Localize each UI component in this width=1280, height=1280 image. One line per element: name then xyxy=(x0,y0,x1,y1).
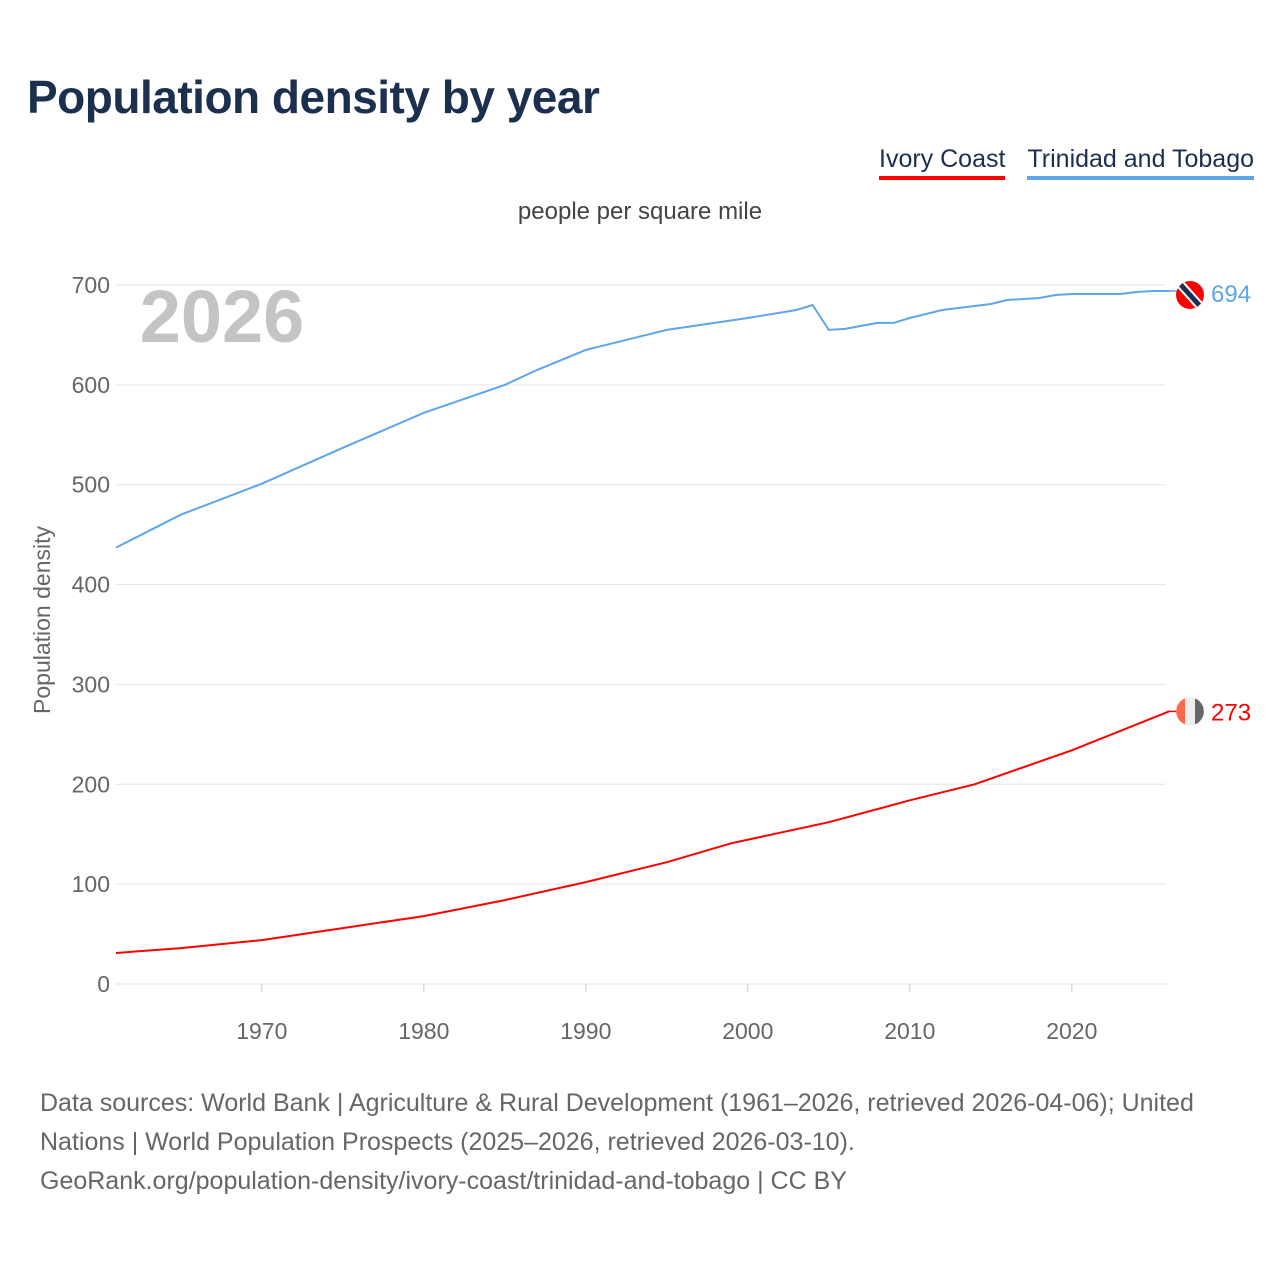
chart-subtitle: people per square mile xyxy=(517,198,763,225)
x-tick-label: 1980 xyxy=(398,1018,449,1044)
end-value-label: 273 xyxy=(1211,699,1251,726)
chart-title: Population density by year xyxy=(27,71,600,123)
y-tick-label: 0 xyxy=(97,971,110,997)
flag-stripe xyxy=(1195,698,1204,725)
series-line-trinidad-and-tobago xyxy=(115,290,1169,549)
series-line-ivory-coast xyxy=(115,710,1170,954)
y-tick-label: 400 xyxy=(72,572,110,598)
year-watermark: 2026 xyxy=(140,275,305,358)
x-tick-label: 1990 xyxy=(560,1018,611,1044)
y-axis-label: Population density xyxy=(29,526,55,714)
y-tick-label: 700 xyxy=(72,272,110,298)
y-tick-label: 200 xyxy=(72,771,110,797)
x-tick-label: 2020 xyxy=(1046,1018,1097,1044)
x-tick-label: 2000 xyxy=(722,1018,773,1044)
y-tick-label: 500 xyxy=(72,472,110,498)
legend: Ivory Coast Trinidad and Tobago xyxy=(879,145,1254,180)
y-tick-label: 100 xyxy=(72,871,110,897)
source-link[interactable]: GeoRank.org/population-density/ivory-coa… xyxy=(40,1167,847,1195)
source-note: Data sources: World Bank | Agriculture &… xyxy=(40,1084,1250,1201)
y-tick-label: 600 xyxy=(72,372,110,398)
flag-stripe xyxy=(1179,283,1201,307)
flag-stripe xyxy=(1176,698,1185,725)
y-tick-label: 300 xyxy=(72,671,110,697)
legend-ivory-coast[interactable]: Ivory Coast xyxy=(879,145,1006,180)
legend-trinidad-and-tobago[interactable]: Trinidad and Tobago xyxy=(1027,145,1254,180)
x-tick-label: 2010 xyxy=(884,1018,935,1044)
x-tick-label: 1970 xyxy=(236,1018,287,1044)
end-value-label: 694 xyxy=(1211,281,1251,308)
source-text: Data sources: World Bank | Agriculture &… xyxy=(40,1089,1194,1156)
